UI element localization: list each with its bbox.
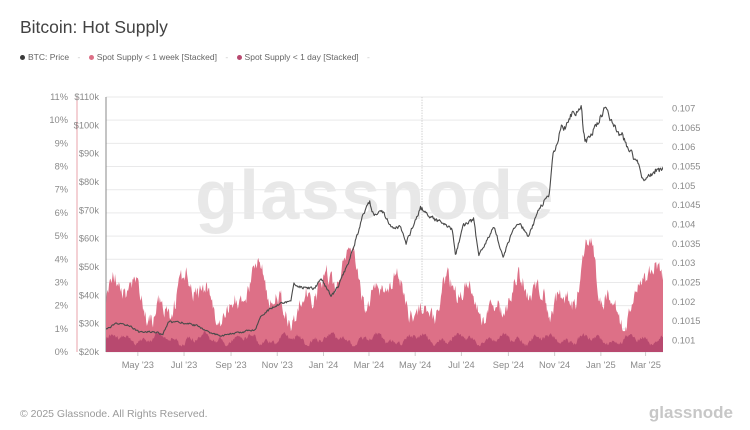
svg-text:0.103: 0.103 — [672, 258, 695, 268]
svg-text:0.106: 0.106 — [672, 142, 695, 152]
svg-text:Jul '23: Jul '23 — [171, 360, 198, 370]
svg-text:Sep '23: Sep '23 — [215, 360, 246, 370]
svg-text:0.1045: 0.1045 — [672, 200, 700, 210]
svg-text:Mar '25: Mar '25 — [630, 360, 661, 370]
svg-text:May '24: May '24 — [399, 360, 431, 370]
svg-text:$30k: $30k — [79, 319, 100, 329]
svg-text:0.105: 0.105 — [672, 181, 695, 191]
svg-text:$110k: $110k — [74, 92, 99, 102]
svg-text:1%: 1% — [55, 324, 68, 334]
svg-text:$100k: $100k — [74, 120, 100, 130]
svg-text:0%: 0% — [55, 347, 68, 357]
svg-text:6%: 6% — [55, 208, 68, 218]
svg-text:0.107: 0.107 — [672, 104, 695, 114]
svg-text:$20k: $20k — [79, 347, 100, 357]
svg-text:0.1035: 0.1035 — [672, 239, 700, 249]
svg-text:11%: 11% — [50, 92, 68, 102]
svg-text:Jan '25: Jan '25 — [586, 360, 616, 370]
svg-text:0.101: 0.101 — [672, 335, 695, 345]
svg-text:Sep '24: Sep '24 — [493, 360, 524, 370]
svg-text:4%: 4% — [55, 254, 68, 264]
svg-text:$40k: $40k — [79, 290, 100, 300]
svg-text:7%: 7% — [55, 185, 68, 195]
svg-text:0.104: 0.104 — [672, 220, 695, 230]
svg-text:5%: 5% — [55, 231, 68, 241]
svg-text:8%: 8% — [55, 162, 68, 172]
svg-text:$80k: $80k — [79, 177, 100, 187]
svg-text:May '23: May '23 — [122, 360, 154, 370]
svg-text:0.1015: 0.1015 — [672, 316, 700, 326]
svg-text:2%: 2% — [55, 301, 68, 311]
svg-text:9%: 9% — [55, 138, 68, 148]
svg-text:$90k: $90k — [79, 149, 100, 159]
svg-text:Jul '24: Jul '24 — [448, 360, 475, 370]
svg-text:0.1025: 0.1025 — [672, 277, 700, 287]
svg-text:$60k: $60k — [79, 234, 100, 244]
svg-text:$70k: $70k — [79, 205, 100, 215]
svg-text:Nov '24: Nov '24 — [539, 360, 570, 370]
svg-text:0.1065: 0.1065 — [672, 123, 700, 133]
svg-text:0.102: 0.102 — [672, 297, 695, 307]
svg-text:Mar '24: Mar '24 — [354, 360, 385, 370]
svg-text:Nov '23: Nov '23 — [262, 360, 293, 370]
svg-text:10%: 10% — [49, 115, 68, 125]
svg-text:Jan '24: Jan '24 — [309, 360, 339, 370]
svg-text:3%: 3% — [55, 277, 68, 287]
svg-text:0.1055: 0.1055 — [672, 162, 700, 172]
svg-text:$50k: $50k — [79, 262, 100, 272]
